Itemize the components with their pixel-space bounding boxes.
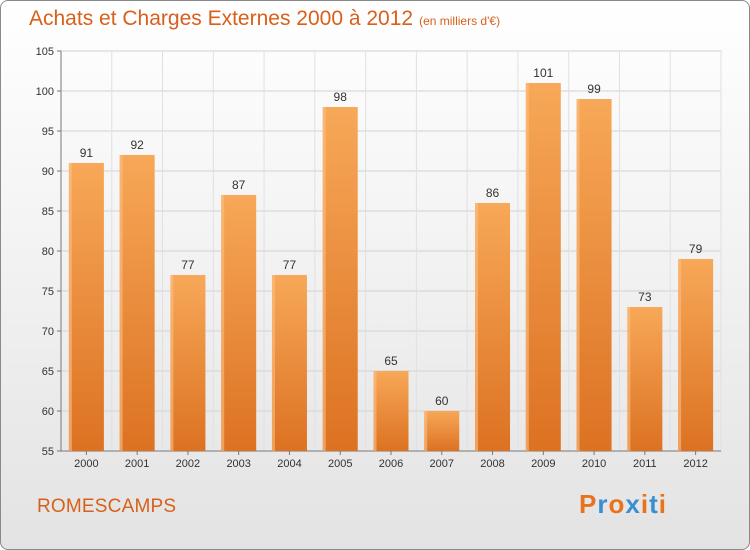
bar-2006 (373, 371, 409, 451)
x-tick-label: 2009 (531, 458, 555, 470)
value-label: 60 (435, 394, 449, 408)
bar-2004 (271, 275, 307, 451)
x-tick-label: 2010 (582, 458, 606, 470)
x-tick-label: 2003 (226, 458, 250, 470)
value-label: 79 (689, 242, 703, 256)
bar-highlight (271, 275, 275, 451)
x-tick-label: 2006 (379, 458, 403, 470)
bar-highlight (119, 155, 123, 451)
bar-2009 (525, 83, 561, 451)
logo-letter: t (649, 489, 659, 519)
value-label: 98 (334, 90, 348, 104)
bar-highlight (525, 83, 529, 451)
bar-highlight (373, 371, 377, 451)
value-label: 91 (80, 146, 94, 160)
y-tick-label: 55 (42, 446, 54, 458)
x-tick-label: 2011 (633, 458, 657, 470)
bar-highlight (678, 259, 682, 451)
proxiti-logo: Proxiti (579, 489, 667, 520)
value-label: 65 (384, 354, 398, 368)
value-label: 73 (638, 290, 652, 304)
bar-highlight (221, 195, 225, 451)
y-tick-label: 70 (42, 326, 54, 338)
value-label: 87 (232, 178, 246, 192)
chart-subtitle: (en milliers d'€) (419, 14, 501, 28)
value-label: 99 (587, 82, 601, 96)
labels: 91 2000 92 2001 77 2002 87 2003 77 2004 98 2005 65 20… (74, 66, 708, 470)
logo-letter: i (640, 489, 650, 519)
logo-letter: i (658, 489, 667, 519)
bar-2011 (627, 307, 663, 451)
x-tick-label: 2007 (430, 458, 454, 470)
x-tick-label: 2004 (277, 458, 301, 470)
bar-2010 (576, 99, 612, 451)
bar-2007 (424, 411, 460, 451)
commune-name: ROMESCAMPS (37, 496, 177, 517)
value-label: 77 (283, 258, 297, 272)
chart-title-text: Achats et Charges Externes 2000 à 2012 (29, 7, 414, 30)
x-tick-label: 2012 (683, 458, 707, 470)
y-tick-label: 85 (42, 206, 54, 218)
value-label: 77 (181, 258, 195, 272)
logo-letter: x (625, 489, 641, 519)
x-tick-label: 2002 (176, 458, 200, 470)
y-tick-label: 90 (42, 166, 54, 178)
value-label: 86 (486, 186, 500, 200)
bar-2002 (170, 275, 206, 451)
value-label: 92 (130, 138, 144, 152)
bar-highlight (576, 99, 580, 451)
bar-highlight (627, 307, 631, 451)
y-tick-label: 100 (36, 86, 54, 98)
value-label: 101 (533, 66, 553, 80)
bar-highlight (475, 203, 479, 451)
bar-2012 (678, 259, 714, 451)
bar-2008 (475, 203, 511, 451)
y-tick-label: 75 (42, 286, 54, 298)
logo-letter: P (579, 489, 598, 519)
bar-highlight (68, 163, 72, 451)
x-tick-label: 2005 (328, 458, 352, 470)
chart-title: Achats et Charges Externes 2000 à 2012 (e… (29, 7, 500, 31)
x-tick-label: 2000 (74, 458, 98, 470)
y-tick-label: 105 (36, 46, 54, 58)
y-tick-label: 95 (42, 126, 54, 138)
y-tick-label: 65 (42, 366, 54, 378)
x-tick-label: 2008 (480, 458, 504, 470)
logo-letter: o (608, 489, 626, 519)
bar-2000 (68, 163, 104, 451)
bar-2003 (221, 195, 257, 451)
bar-2001 (119, 155, 155, 451)
x-tick-label: 2001 (125, 458, 149, 470)
bar-2005 (322, 107, 358, 451)
y-tick-label: 60 (42, 406, 54, 418)
logo-letter: r (597, 489, 609, 519)
bars (68, 83, 714, 451)
bar-highlight (170, 275, 174, 451)
bar-highlight (322, 107, 326, 451)
bar-highlight (424, 411, 428, 451)
y-tick-label: 80 (42, 246, 54, 258)
